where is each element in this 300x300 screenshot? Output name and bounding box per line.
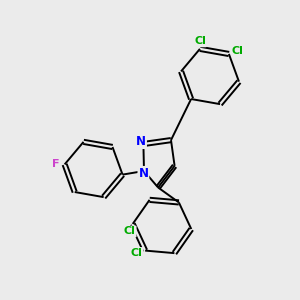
Text: Cl: Cl	[131, 248, 143, 258]
Text: Cl: Cl	[194, 36, 206, 46]
Text: N: N	[136, 135, 146, 148]
Text: N: N	[138, 167, 148, 180]
Text: F: F	[52, 159, 60, 170]
Text: Cl: Cl	[232, 46, 244, 56]
Text: Cl: Cl	[124, 226, 136, 236]
